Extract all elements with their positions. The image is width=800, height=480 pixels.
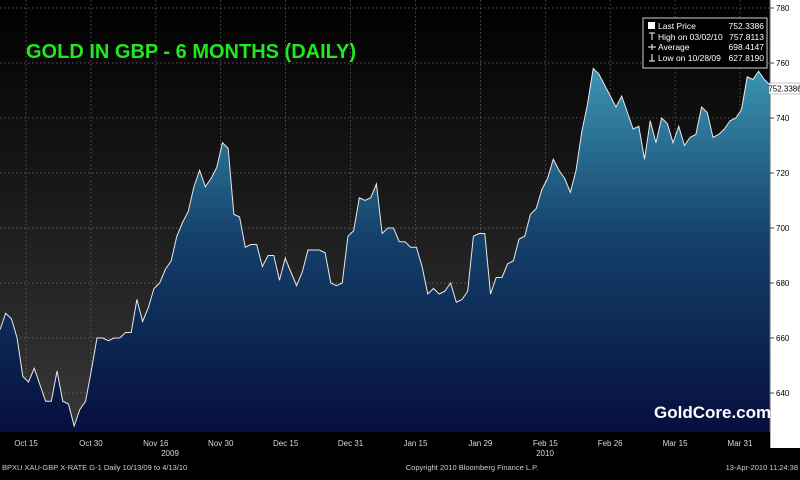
- legend-last-price-value: 752.3386: [729, 21, 765, 31]
- legend: Last Price 752.3386 High on 03/02/10 757…: [642, 17, 768, 69]
- x-axis-ticks: Oct 15 Oct 30 Nov 16 Nov 30 Dec 15 Dec 31 Jan …: [14, 439, 753, 448]
- year-label-2010: 2010: [536, 449, 554, 458]
- x-tick-label: Feb 15: [533, 439, 558, 448]
- x-tick-label: Nov 16: [143, 439, 169, 448]
- x-tick-label: Dec 15: [273, 439, 299, 448]
- low-marker-icon: [649, 54, 655, 62]
- y-tick-label-780: 780: [776, 4, 790, 13]
- x-axis-strip: [0, 432, 770, 460]
- y-tick-label-640: 640: [776, 389, 790, 398]
- legend-box: [642, 17, 768, 69]
- x-tick-label: Dec 31: [338, 439, 364, 448]
- last-price-tag: 752.3386: [768, 85, 800, 94]
- legend-average-label: Average: [658, 42, 690, 52]
- legend-low-label: Low on 10/28/09: [658, 53, 721, 63]
- watermark: GoldCore.com: [654, 403, 771, 422]
- chart-title: GOLD IN GBP - 6 MONTHS (DAILY): [26, 41, 356, 63]
- legend-last-price-label: Last Price: [658, 21, 696, 31]
- average-marker-icon: [648, 44, 656, 50]
- footer-left: BPXU XAU-GBP X-RATE G-1 Daily 10/13/09 t…: [2, 463, 187, 472]
- x-tick-label: Mar 15: [663, 439, 688, 448]
- footer-bar: [0, 460, 800, 475]
- y-tick-label-700: 700: [776, 224, 790, 233]
- y-axis-ticks: 640 660 680 700 720 740 760 780: [770, 4, 790, 398]
- x-tick-label: Jan 15: [403, 439, 428, 448]
- x-tick-label: Feb 26: [598, 439, 623, 448]
- x-tick-label: Mar 31: [728, 439, 753, 448]
- legend-average-value: 698.4147: [729, 42, 765, 52]
- y-tick-label-720: 720: [776, 169, 790, 178]
- legend-low-value: 627.8190: [729, 53, 765, 63]
- right-axis-panel: [770, 0, 800, 448]
- legend-last-price-swatch: [648, 22, 655, 29]
- y-tick-label-680: 680: [776, 279, 790, 288]
- y-tick-label-760: 760: [776, 59, 790, 68]
- legend-high-label: High on 03/02/10: [658, 32, 723, 42]
- x-tick-label: Jan 29: [468, 439, 493, 448]
- x-tick-label: Oct 15: [14, 439, 38, 448]
- legend-high-value: 757.8113: [729, 32, 764, 42]
- footer-right: 13-Apr-2010 11:24:38: [726, 463, 798, 472]
- price-line: [0, 67, 771, 428]
- last-price-tag-box: [768, 82, 800, 95]
- x-tick-label: Nov 30: [208, 439, 234, 448]
- y-tick-label-660: 660: [776, 334, 790, 343]
- year-label-2009: 2009: [161, 449, 179, 458]
- footer-center: Copyright 2010 Bloomberg Finance L.P.: [406, 463, 538, 472]
- y-tick-label-740: 740: [776, 114, 790, 123]
- x-tick-label: Oct 30: [79, 439, 103, 448]
- high-marker-icon: [649, 32, 655, 40]
